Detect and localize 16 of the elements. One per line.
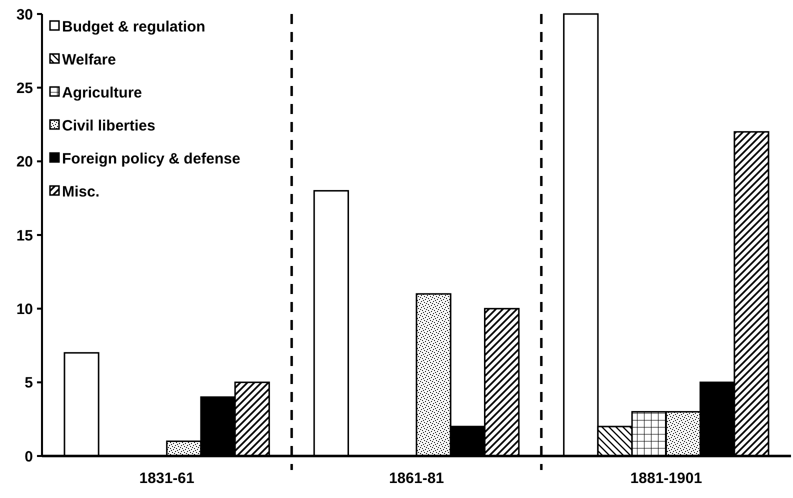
legend-label: Agriculture xyxy=(62,84,142,102)
x-tick-label: 1881-1901 xyxy=(630,470,702,487)
y-tick-label: 20 xyxy=(16,154,33,171)
x-tick-label: 1831-61 xyxy=(139,470,194,487)
legend-label: Welfare xyxy=(62,51,116,68)
y-tick-label: 15 xyxy=(16,227,33,244)
y-tick-label: 5 xyxy=(24,374,33,392)
legend-label: Budget & regulation xyxy=(62,18,206,36)
y-tick-label: 0 xyxy=(24,448,33,466)
legend-label: Civil liberties xyxy=(62,117,156,134)
y-tick-label: 30 xyxy=(16,6,33,24)
x-tick-label: 1861-81 xyxy=(388,470,444,487)
legend-label: Foreign policy & defense xyxy=(62,150,240,168)
y-tick-label: 25 xyxy=(16,80,33,97)
legend-label: Misc. xyxy=(62,183,100,200)
y-tick-label: 10 xyxy=(16,300,33,318)
